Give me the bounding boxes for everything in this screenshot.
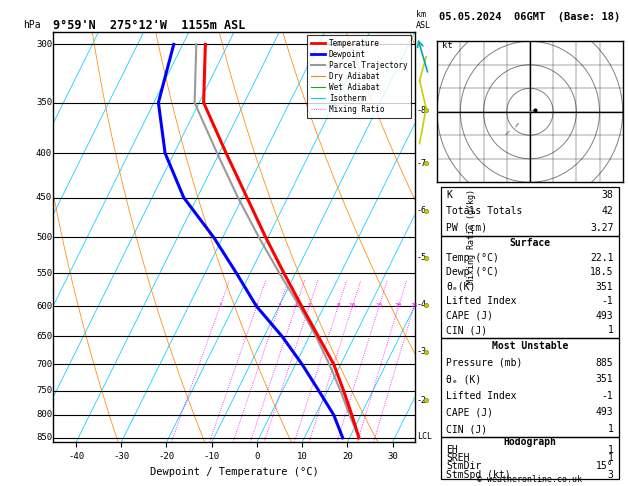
Text: 38: 38 [602, 190, 613, 200]
Text: Hodograph: Hodograph [503, 436, 557, 447]
Text: 600: 600 [36, 302, 52, 311]
Text: StmSpd (kt): StmSpd (kt) [447, 469, 511, 480]
Text: 4: 4 [294, 303, 298, 308]
Text: hPa: hPa [23, 19, 40, 30]
Text: 350: 350 [36, 98, 52, 107]
Text: Most Unstable: Most Unstable [492, 341, 568, 351]
Text: 1: 1 [218, 303, 222, 308]
Text: 3.27: 3.27 [590, 223, 613, 233]
Text: 05.05.2024  06GMT  (Base: 18): 05.05.2024 06GMT (Base: 18) [439, 12, 621, 22]
Text: 550: 550 [36, 269, 52, 278]
Text: 351: 351 [596, 374, 613, 384]
Text: 850: 850 [36, 434, 52, 442]
Text: 9°59'N  275°12'W  1155m ASL: 9°59'N 275°12'W 1155m ASL [53, 18, 246, 32]
Text: 1: 1 [608, 453, 613, 463]
Text: -1: -1 [602, 391, 613, 401]
Text: CIN (J): CIN (J) [447, 424, 487, 434]
Text: 493: 493 [596, 311, 613, 321]
Text: 25: 25 [410, 303, 418, 308]
Text: θₑ(K): θₑ(K) [447, 282, 476, 292]
Text: 400: 400 [36, 149, 52, 157]
Text: 22.1: 22.1 [590, 253, 613, 262]
Text: 351: 351 [596, 282, 613, 292]
Text: 8: 8 [337, 303, 340, 308]
Text: LCL: LCL [417, 433, 432, 441]
Text: Dewp (°C): Dewp (°C) [447, 267, 499, 277]
Text: km
ASL: km ASL [416, 10, 431, 30]
Text: -2: -2 [417, 396, 427, 404]
Text: -8: -8 [417, 105, 427, 115]
Text: kt: kt [442, 41, 452, 51]
Text: -3: -3 [417, 347, 427, 356]
Text: 5: 5 [308, 303, 311, 308]
X-axis label: Dewpoint / Temperature (°C): Dewpoint / Temperature (°C) [150, 467, 319, 477]
Text: -6: -6 [417, 206, 427, 215]
Text: Lifted Index: Lifted Index [447, 391, 517, 401]
Text: 300: 300 [36, 40, 52, 49]
Text: θₑ (K): θₑ (K) [447, 374, 482, 384]
Text: 500: 500 [36, 233, 52, 242]
Text: 800: 800 [36, 411, 52, 419]
Legend: Temperature, Dewpoint, Parcel Trajectory, Dry Adiabat, Wet Adiabat, Isotherm, Mi: Temperature, Dewpoint, Parcel Trajectory… [308, 35, 411, 118]
Text: -4: -4 [417, 300, 427, 310]
Text: PW (cm): PW (cm) [447, 223, 487, 233]
Text: -7: -7 [417, 159, 427, 168]
Text: 3: 3 [608, 469, 613, 480]
Text: 20: 20 [395, 303, 403, 308]
Text: 885: 885 [596, 358, 613, 368]
Text: 1: 1 [608, 424, 613, 434]
Text: CAPE (J): CAPE (J) [447, 407, 493, 417]
Text: 3: 3 [277, 303, 281, 308]
Text: 450: 450 [36, 193, 52, 202]
Text: 1: 1 [608, 326, 613, 335]
Text: Totals Totals: Totals Totals [447, 207, 523, 216]
Text: 42: 42 [602, 207, 613, 216]
Text: CIN (J): CIN (J) [447, 326, 487, 335]
Text: 2: 2 [255, 303, 259, 308]
Text: 700: 700 [36, 360, 52, 369]
Text: 493: 493 [596, 407, 613, 417]
Text: Pressure (mb): Pressure (mb) [447, 358, 523, 368]
Text: 15: 15 [376, 303, 383, 308]
Text: Mixing Ratio (g/kg): Mixing Ratio (g/kg) [467, 190, 476, 284]
Text: 1: 1 [608, 445, 613, 455]
Text: K: K [447, 190, 452, 200]
Text: EH: EH [447, 445, 458, 455]
Text: StmDir: StmDir [447, 461, 482, 471]
Text: 650: 650 [36, 332, 52, 341]
Text: SREH: SREH [447, 453, 470, 463]
Text: Lifted Index: Lifted Index [447, 296, 517, 306]
Text: 750: 750 [36, 386, 52, 395]
Text: 10: 10 [348, 303, 356, 308]
Text: Surface: Surface [509, 238, 550, 248]
Text: 15°: 15° [596, 461, 613, 471]
Text: -5: -5 [417, 254, 427, 262]
Text: 18.5: 18.5 [590, 267, 613, 277]
Text: Temp (°C): Temp (°C) [447, 253, 499, 262]
Text: -1: -1 [602, 296, 613, 306]
Text: CAPE (J): CAPE (J) [447, 311, 493, 321]
Text: © weatheronline.co.uk: © weatheronline.co.uk [477, 474, 582, 484]
